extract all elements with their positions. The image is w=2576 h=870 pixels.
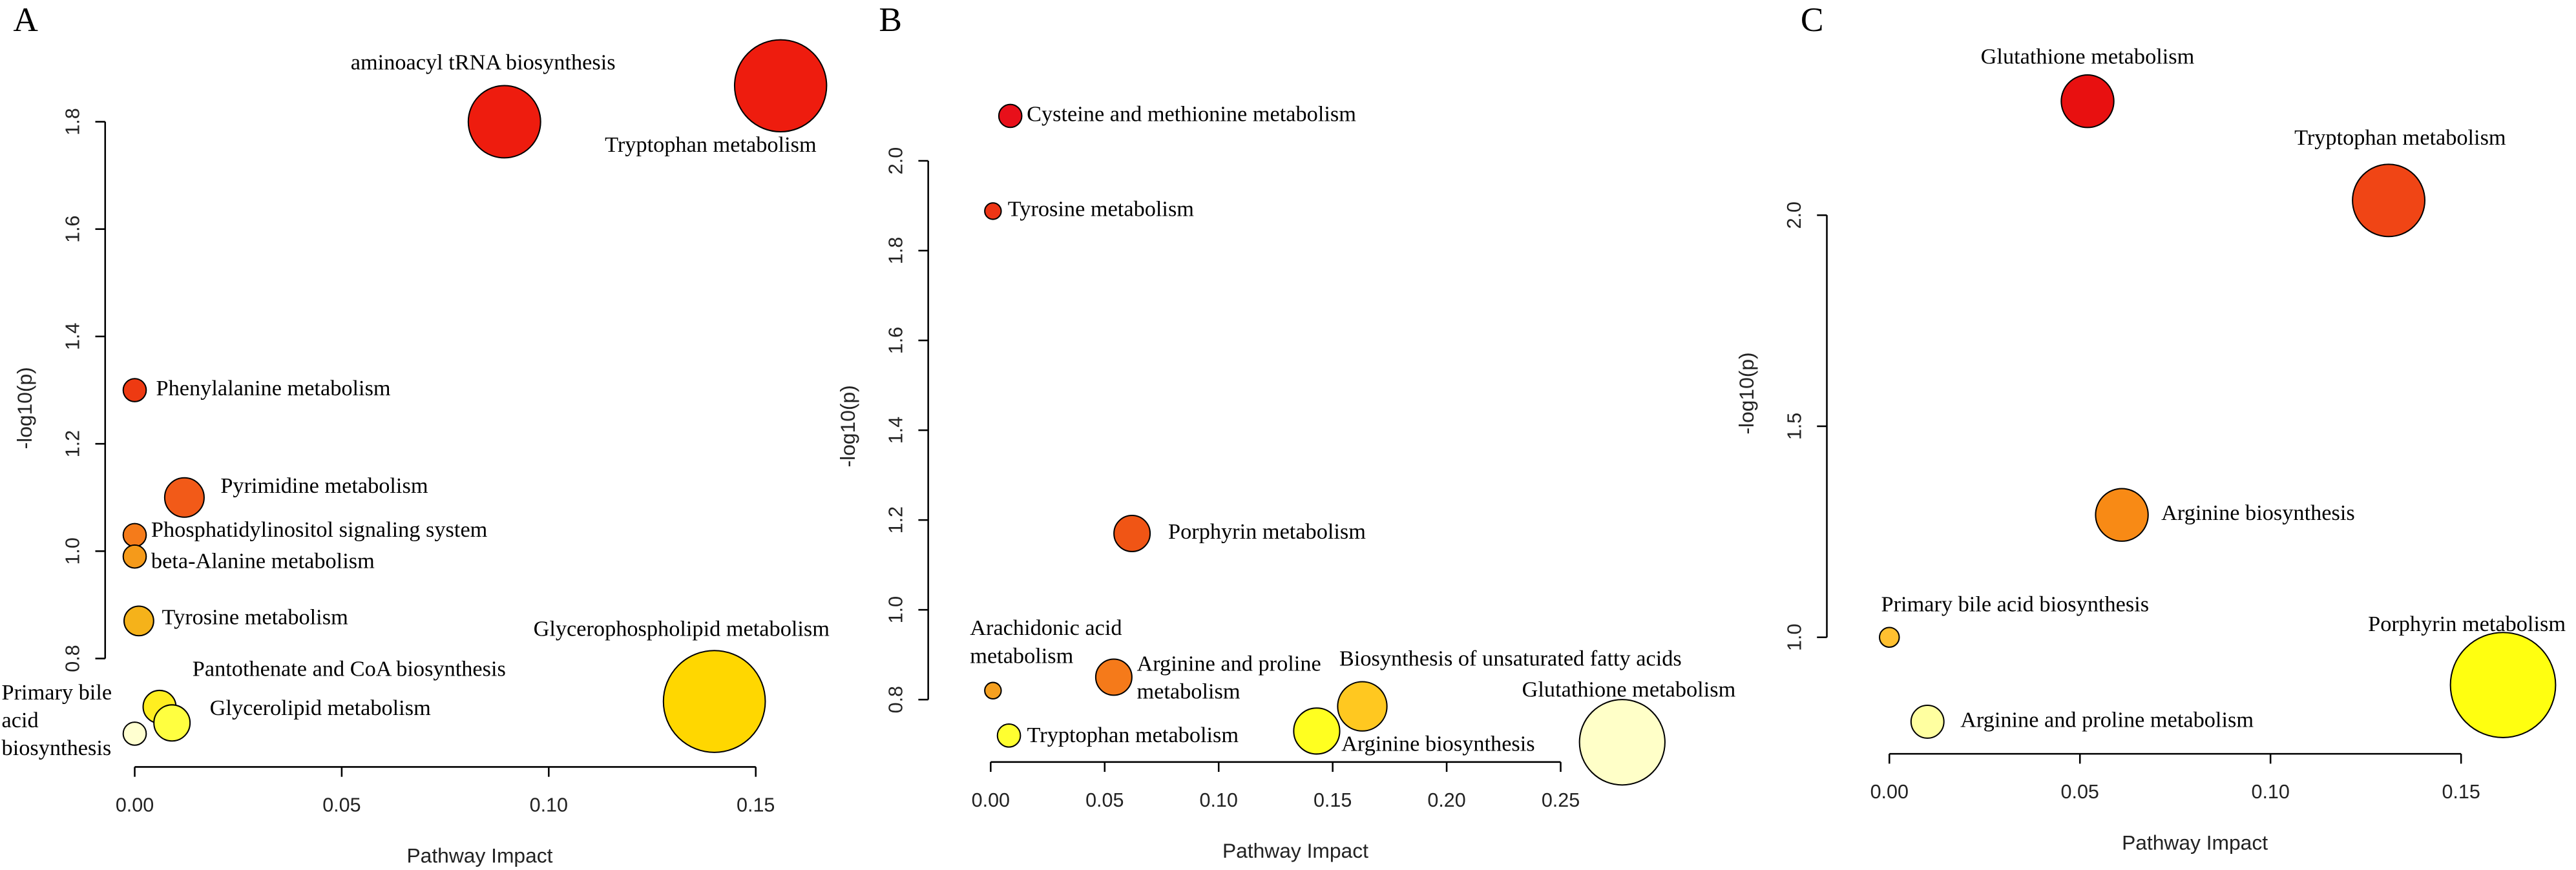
point-label: Porphyrin metabolism <box>1168 519 1366 544</box>
x-tick-label: 0.00 <box>972 789 1010 811</box>
y-axis-title: -log10(p) <box>1735 352 1758 434</box>
x-tick-label: 0.10 <box>2251 781 2289 803</box>
point-label: Tryptophan metabolism <box>2294 125 2506 150</box>
y-tick-label: 0.8 <box>885 686 906 713</box>
bubble <box>467 85 541 159</box>
bubble <box>1113 514 1151 552</box>
point-label: Porphyrin metabolism <box>2368 612 2566 636</box>
point-label: Glycerolipid metabolism <box>210 696 431 720</box>
point-label: Glutathione metabolism <box>1981 44 2195 68</box>
bubble <box>1910 704 1945 739</box>
y-tick-label: 1.0 <box>62 537 84 564</box>
y-tick-label: 1.6 <box>885 327 906 354</box>
x-tick-label: 0.10 <box>530 794 568 816</box>
bubble <box>153 704 191 742</box>
point-label: Primary bile acid biosynthesis <box>1881 592 2150 616</box>
bubble <box>1578 699 1666 786</box>
bubble <box>122 378 147 402</box>
y-axis-title: -log10(p) <box>13 367 36 449</box>
bubble <box>998 103 1023 129</box>
point-label: Arginine biosynthesis <box>1341 732 1535 756</box>
x-tick-label: 0.05 <box>322 794 361 816</box>
x-axis-title: Pathway Impact <box>1222 839 1368 862</box>
bubble <box>662 650 766 753</box>
point-label: metabolism <box>970 643 1073 668</box>
bubble <box>122 721 147 746</box>
bubble <box>1337 681 1388 732</box>
y-tick-label: 2.0 <box>885 147 906 174</box>
y-tick-label: 1.8 <box>62 108 84 135</box>
x-axis-title: Pathway Impact <box>406 844 552 867</box>
x-tick-label: 0.15 <box>1314 789 1352 811</box>
point-label: Arginine and proline metabolism <box>1960 707 2254 732</box>
y-tick-label: 1.2 <box>885 506 906 533</box>
bubble <box>163 477 205 518</box>
point-label: Tyrosine metabolism <box>1008 197 1195 222</box>
bubble <box>122 544 147 569</box>
y-tick-label: 1.6 <box>62 215 84 242</box>
bubble <box>2095 488 2149 542</box>
point-label: biosynthesis <box>2 736 112 760</box>
panel-letter: C <box>1801 0 1824 39</box>
x-tick-label: 0.15 <box>737 794 775 816</box>
bubble <box>996 723 1021 748</box>
x-tick-label: 0.20 <box>1427 789 1465 811</box>
y-tick-label: 1.2 <box>62 430 84 457</box>
point-label: Pantothenate and CoA biosynthesis <box>193 656 506 681</box>
x-tick-label: 0.15 <box>2442 781 2480 803</box>
bubble <box>2352 163 2426 238</box>
bubble <box>1293 707 1341 755</box>
point-label: Phosphatidylinositol signaling system <box>151 517 488 542</box>
point-label: Biosynthesis of unsaturated fatty acids <box>1339 646 1682 670</box>
y-axis-title: -log10(p) <box>836 385 859 467</box>
y-tick-label: 1.0 <box>1783 624 1805 651</box>
bubble <box>984 681 1002 700</box>
point-label: Arginine biosynthesis <box>2161 501 2355 525</box>
point-label: acid <box>2 708 39 732</box>
point-label: Cysteine and methionine metabolism <box>1027 101 1356 126</box>
panel-letter: A <box>13 0 38 39</box>
x-tick-label: 0.05 <box>2061 781 2099 803</box>
bubble <box>984 202 1002 220</box>
point-label: aminoacyl tRNA biosynthesis <box>351 50 616 74</box>
y-tick-label: 1.8 <box>885 237 906 264</box>
bubble <box>1878 627 1900 648</box>
x-tick-label: 0.10 <box>1200 789 1238 811</box>
x-tick-label: 0.05 <box>1085 789 1124 811</box>
bubble <box>1094 658 1133 696</box>
x-tick-label: 0.00 <box>116 794 154 816</box>
y-tick-label: 1.4 <box>62 323 84 350</box>
point-label: Pyrimidine metabolism <box>220 473 428 498</box>
panel-letter: B <box>879 0 902 39</box>
y-tick-label: 1.0 <box>885 596 906 623</box>
point-label: Glycerophospholipid metabolism <box>534 617 830 641</box>
y-tick-label: 1.4 <box>885 417 906 444</box>
y-tick-label: 0.8 <box>62 645 84 672</box>
point-label: Tyrosine metabolism <box>162 605 349 630</box>
point-label: Arachidonic acid <box>970 616 1122 640</box>
point-label: Phenylalanine metabolism <box>156 376 391 400</box>
point-label: Glutathione metabolism <box>1522 677 1736 701</box>
bubble <box>123 605 154 637</box>
bubble <box>733 39 828 133</box>
bubble <box>2449 632 2557 738</box>
point-label: Tryptophan metabolism <box>605 132 817 157</box>
bubble <box>2060 74 2115 129</box>
point-label: Arginine and proline <box>1136 652 1321 676</box>
point-label: Primary bile <box>2 680 112 705</box>
point-label: Tryptophan metabolism <box>1027 723 1239 747</box>
x-tick-label: 0.25 <box>1542 789 1580 811</box>
y-tick-label: 1.5 <box>1783 413 1805 440</box>
point-label: metabolism <box>1136 679 1240 704</box>
bubble <box>122 523 147 548</box>
y-tick-label: 2.0 <box>1783 202 1805 229</box>
x-axis-title: Pathway Impact <box>2122 831 2268 854</box>
x-tick-label: 0.00 <box>1870 781 1909 803</box>
point-label: beta-Alanine metabolism <box>151 549 375 574</box>
